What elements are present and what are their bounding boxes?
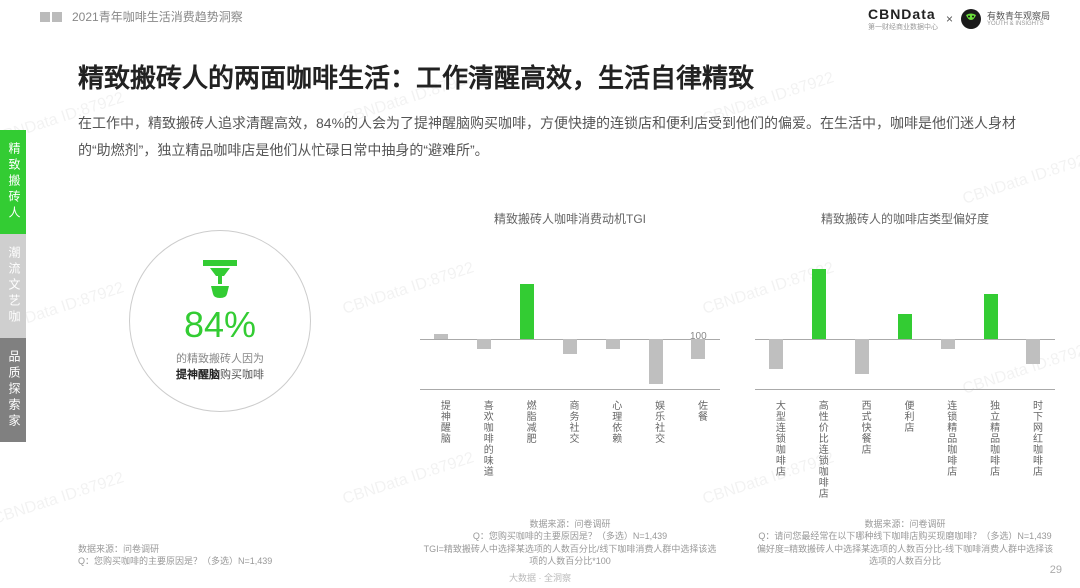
x-label: 大型连锁咖啡店 [766, 400, 786, 499]
bar-col [766, 269, 786, 389]
bar-col [646, 269, 666, 389]
bar [606, 339, 620, 349]
bar [984, 294, 998, 339]
stat-line2: 提神醒脑购买咖啡 [176, 366, 264, 382]
chart-tgi-axis: 100 [420, 269, 720, 390]
bottom-tag: 大数据 · 全洞察 [509, 571, 571, 584]
bar-col [688, 269, 708, 389]
chart-pref-title: 精致搬砖人的咖啡店类型偏好度 [755, 210, 1055, 227]
sidebar: 精致搬砖人 潮流文艺咖 品质探索家 [0, 130, 26, 442]
bar-col [603, 269, 623, 389]
bar [563, 339, 577, 354]
page-paragraph: 在工作中，精致搬砖人追求清醒高效，84%的人会为了提神醒脑购买咖啡，方便快捷的连… [78, 110, 1018, 163]
bar-col [474, 269, 494, 389]
bar [1026, 339, 1040, 364]
footnote-1: 数据来源：问卷调研Q：您购买咖啡的主要原因是？（多选）N=1,439 [78, 543, 378, 568]
bar-col [431, 269, 451, 389]
brand-x-icon: × [944, 12, 955, 26]
x-label: 佐餐 [688, 400, 708, 477]
stat-line1: 的精致搬砖人因为 [176, 350, 264, 366]
chart-tgi-xlabels: 提神醒脑 喜欢咖啡的味道 燃脂减肥 商务社交 心理依赖 娱乐社交 佐餐 [420, 400, 720, 477]
x-label: 西式快餐店 [852, 400, 872, 499]
coffee-machine-icon [197, 260, 243, 298]
chart-pref: 精致搬砖人的咖啡店类型偏好度 大型连锁咖啡店 高性价比连锁咖啡店 西式快餐店 便利店 连… [755, 210, 1055, 499]
chart-tgi-bars [420, 269, 720, 389]
chart-pref-bars [755, 269, 1055, 389]
bar [691, 339, 705, 359]
x-label: 燃脂减肥 [517, 400, 537, 477]
bar [649, 339, 663, 384]
page-title: 精致搬砖人的两面咖啡生活：工作清醒高效，生活自律精致 [78, 58, 754, 95]
bar-col [809, 269, 829, 389]
x-label: 商务社交 [560, 400, 580, 477]
stat-block: 84% 的精致搬砖人因为 提神醒脑购买咖啡 [115, 230, 325, 412]
x-label: 喜欢咖啡的味道 [474, 400, 494, 477]
bar [520, 284, 534, 339]
bar-col [895, 269, 915, 389]
bar [941, 339, 955, 349]
footnote-2: 数据来源：问卷调研Q：您购买咖啡的主要原因是？（多选）N=1,439TGI=精致… [420, 518, 720, 568]
bar [434, 334, 448, 339]
bar-col [517, 269, 537, 389]
chart-tgi-title: 精致搬砖人咖啡消费动机TGI [420, 210, 720, 227]
page-number: 29 [1050, 564, 1062, 576]
report-header: 2021青年咖啡生活消费趋势洞察 [40, 8, 243, 25]
bar [812, 269, 826, 339]
bar-col [560, 269, 580, 389]
watermark: CBNData ID:87922 [0, 469, 126, 528]
chart-pref-xlabels: 大型连锁咖啡店 高性价比连锁咖啡店 西式快餐店 便利店 连锁精品咖啡店 独立精品咖啡店 时下… [755, 400, 1055, 499]
x-label: 时下网红咖啡店 [1023, 400, 1043, 499]
x-label: 便利店 [895, 400, 915, 499]
brand-cbndata: CBNData [868, 6, 938, 22]
brand-youth-icon [961, 9, 981, 29]
chart-tgi-annotation-100: 100 [690, 331, 707, 342]
tab-jingzhi[interactable]: 精致搬砖人 [0, 130, 26, 234]
tab-pinzhi[interactable]: 品质探索家 [0, 338, 26, 442]
bar [855, 339, 869, 374]
tab-chaoliu[interactable]: 潮流文艺咖 [0, 234, 26, 338]
report-name: 2021青年咖啡生活消费趋势洞察 [72, 8, 243, 25]
stat-circle: 84% 的精致搬砖人因为 提神醒脑购买咖啡 [129, 230, 311, 412]
bar [477, 339, 491, 349]
chart-tgi: 精致搬砖人咖啡消费动机TGI 100 提神醒脑 喜欢咖啡的味道 燃脂减肥 商务社交 心理… [420, 210, 720, 477]
brand-youth: 有数青年观察局 [987, 12, 1050, 21]
footnote-3: 数据来源：问卷调研Q：请问您最经常在以下哪种线下咖啡店购买现磨咖啡？（多选）N=… [755, 518, 1055, 568]
chart-pref-axis [755, 269, 1055, 390]
x-label: 高性价比连锁咖啡店 [809, 400, 829, 499]
x-label: 连锁精品咖啡店 [938, 400, 958, 499]
brand-cbndata-sub: 第一财经商业数据中心 [868, 22, 938, 32]
bar-col [938, 269, 958, 389]
header-squares-icon [40, 12, 64, 22]
x-label: 娱乐社交 [646, 400, 666, 477]
x-label: 独立精品咖啡店 [981, 400, 1001, 499]
brand-block: CBNData 第一财经商业数据中心 × 有数青年观察局 YOUTH & INS… [868, 6, 1050, 32]
brand-youth-sub: YOUTH & INSIGHTS [987, 21, 1050, 27]
stat-bold: 提神醒脑 [176, 369, 220, 381]
stat-rest: 购买咖啡 [220, 369, 264, 381]
x-label: 提神醒脑 [431, 400, 451, 477]
bar-col [852, 269, 872, 389]
bar-col [981, 269, 1001, 389]
stat-percent: 84% [184, 304, 256, 346]
bar [898, 314, 912, 339]
bar [769, 339, 783, 369]
bar-col [1023, 269, 1043, 389]
x-label: 心理依赖 [603, 400, 623, 477]
